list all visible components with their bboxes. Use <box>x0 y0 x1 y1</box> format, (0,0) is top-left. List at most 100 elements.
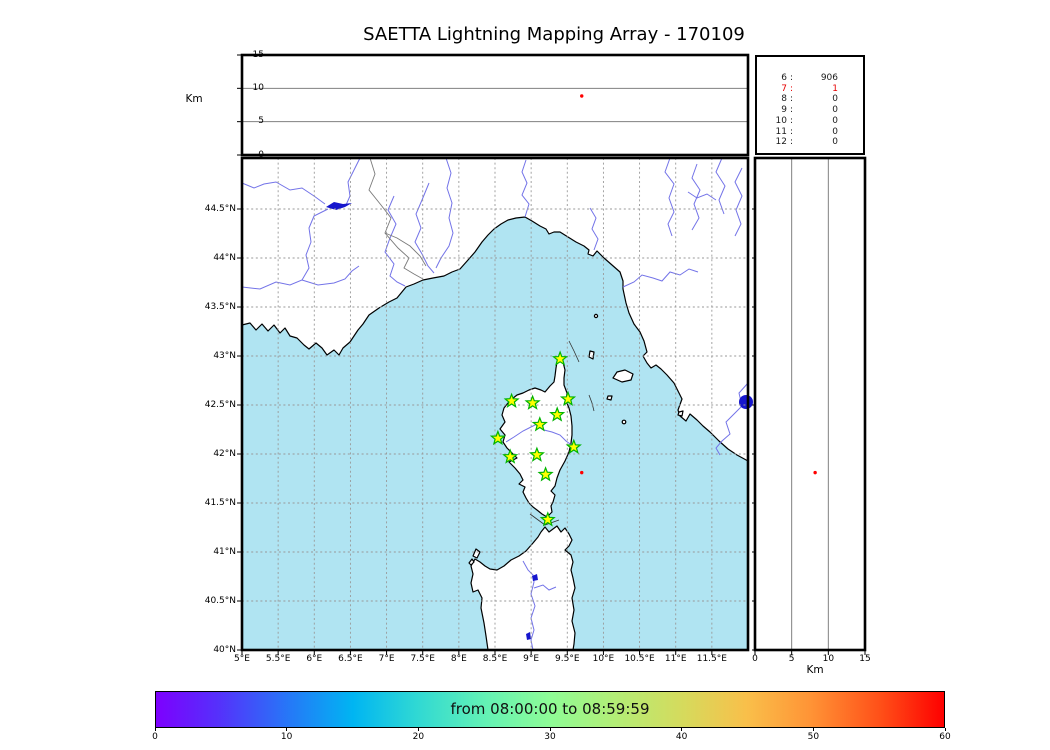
lat-tick-label: 40.5°N <box>204 595 236 606</box>
lma-station-star <box>528 446 545 462</box>
colorbar-tick <box>417 728 419 731</box>
right-panel-xtick-label: 15 <box>859 654 871 664</box>
top-panel-ytick-label: 15 <box>252 49 264 60</box>
capraia-island <box>588 350 595 360</box>
colon: : <box>789 126 794 137</box>
right-panel-border <box>753 156 867 652</box>
lon-tick-label: 11.5°E <box>696 654 727 664</box>
station-count-panel: 6: 906 7: 1 8: 0 9: 0 10: 0 11: 0 12: 0 <box>755 55 865 155</box>
station-count-rows: 6: 906 7: 1 8: 0 9: 0 10: 0 11: 0 12: 0 <box>757 57 863 148</box>
right-panel-xtick-label: 5 <box>788 654 795 664</box>
station-count-row: 6: 906 <box>757 73 863 84</box>
lma-station-star <box>549 406 566 422</box>
lakes <box>326 202 753 640</box>
lma-station-markers <box>489 350 582 527</box>
rivers <box>241 157 749 651</box>
lon-tick-label: 10°E <box>592 654 615 664</box>
asinara-islet <box>468 558 475 566</box>
colorbar-label: from 08:00:00 to 08:59:59 <box>450 700 650 718</box>
lat-tick-label: 42°N <box>213 448 236 459</box>
colon: : <box>789 105 794 116</box>
colorbar-tick <box>944 728 946 731</box>
right-panel-ticks <box>752 208 866 655</box>
lake-serre-poncon <box>326 202 352 210</box>
lma-station-star <box>524 394 541 410</box>
montecristo-island <box>621 419 627 425</box>
sardinia-lake-2 <box>526 632 531 640</box>
lon-tick-label: 11°E <box>664 654 687 664</box>
lon-tick-label: 9°E <box>523 654 540 664</box>
colorbar-tick-label: 0 <box>152 732 158 742</box>
station-count-row: 12: 0 <box>757 137 863 148</box>
source-count: 0 <box>832 94 838 105</box>
source-count: 0 <box>832 115 838 126</box>
lightning-source-dot <box>580 470 584 475</box>
corsica-coast <box>499 356 573 518</box>
colorbar-tick-label: 30 <box>544 732 556 742</box>
lma-station-star <box>559 390 577 406</box>
map-gridlines <box>242 158 748 650</box>
top-panel-ylabel: Km <box>185 93 203 105</box>
colon: : <box>789 73 794 83</box>
station-count-row: 10: 0 <box>757 116 863 127</box>
elba-island <box>612 369 634 383</box>
lon-tick-label: 7°E <box>378 654 395 664</box>
colon: : <box>789 94 794 105</box>
station-count-row: 11: 0 <box>757 127 863 138</box>
top-panel-gridlines <box>242 87 748 123</box>
top-panel-source-points <box>580 94 584 98</box>
source-count: 1 <box>832 83 838 94</box>
colorbar-tick-label: 60 <box>939 732 951 742</box>
station-number: 11 <box>775 126 787 137</box>
lat-tick-label: 40°N <box>213 644 236 655</box>
country-borders <box>368 157 427 280</box>
lon-tick-label: 6.5°E <box>338 654 363 664</box>
lma-station-star <box>502 448 519 464</box>
right-panel-xlabel: Km <box>806 664 824 676</box>
colorbar-tick-label: 10 <box>280 732 293 742</box>
station-count-row: 8: 0 <box>757 94 863 105</box>
source-count: 906 <box>820 73 838 83</box>
lat-tick-label: 42.5°N <box>204 399 236 410</box>
lat-tick-label: 43.5°N <box>204 301 236 312</box>
top-panel-ytick-label: 5 <box>258 116 264 127</box>
altitude-longitude-panel <box>237 53 750 157</box>
station-number: 12 <box>775 137 787 148</box>
colorbar-tick <box>286 728 288 731</box>
colorbar-tick-label: 50 <box>807 732 820 742</box>
sardinia-lake-1 <box>532 574 538 581</box>
lat-tick-label: 41°N <box>213 546 236 557</box>
station-count-row: 9: 0 <box>757 105 863 116</box>
lightning-source-dot <box>813 470 817 475</box>
lat-tick-label: 44.5°N <box>204 203 236 214</box>
mainland-coast <box>241 157 749 462</box>
lma-station-star <box>503 392 520 408</box>
lma-station-star <box>551 350 569 366</box>
right-panel-source-points <box>813 470 817 475</box>
time-colorbar: from 08:00:00 to 08:59:59 <box>155 691 945 728</box>
lon-tick-label: 9.5°E <box>555 654 580 664</box>
top-panel-border <box>240 53 750 157</box>
map-panel <box>237 156 753 655</box>
lon-tick-label: 5.5°E <box>265 654 291 664</box>
source-count: 0 <box>832 126 838 137</box>
lon-tick-label: 5°E <box>234 654 250 664</box>
figure-title: SAETTA Lightning Mapping Array - 170109 <box>363 24 745 45</box>
lma-station-star <box>489 429 507 446</box>
colon: : <box>789 83 794 94</box>
right-panel-gridlines <box>791 158 829 650</box>
station-number: 7 <box>781 83 787 94</box>
colorbar-tick <box>549 728 551 731</box>
coastlines <box>241 157 749 651</box>
source-count: 0 <box>832 137 838 148</box>
sardinia-coast <box>470 525 576 651</box>
top-panel-ytick-label: 0 <box>258 149 264 160</box>
colorbar-tick-label: 20 <box>412 732 425 742</box>
lma-station-star <box>537 466 554 482</box>
right-panel-xtick-label: 10 <box>822 654 835 664</box>
station-number: 8 <box>781 94 787 105</box>
lon-tick-label: 10.5°E <box>624 654 655 664</box>
lat-tick-label: 43°N <box>213 350 236 361</box>
pianosa-island <box>606 395 613 401</box>
